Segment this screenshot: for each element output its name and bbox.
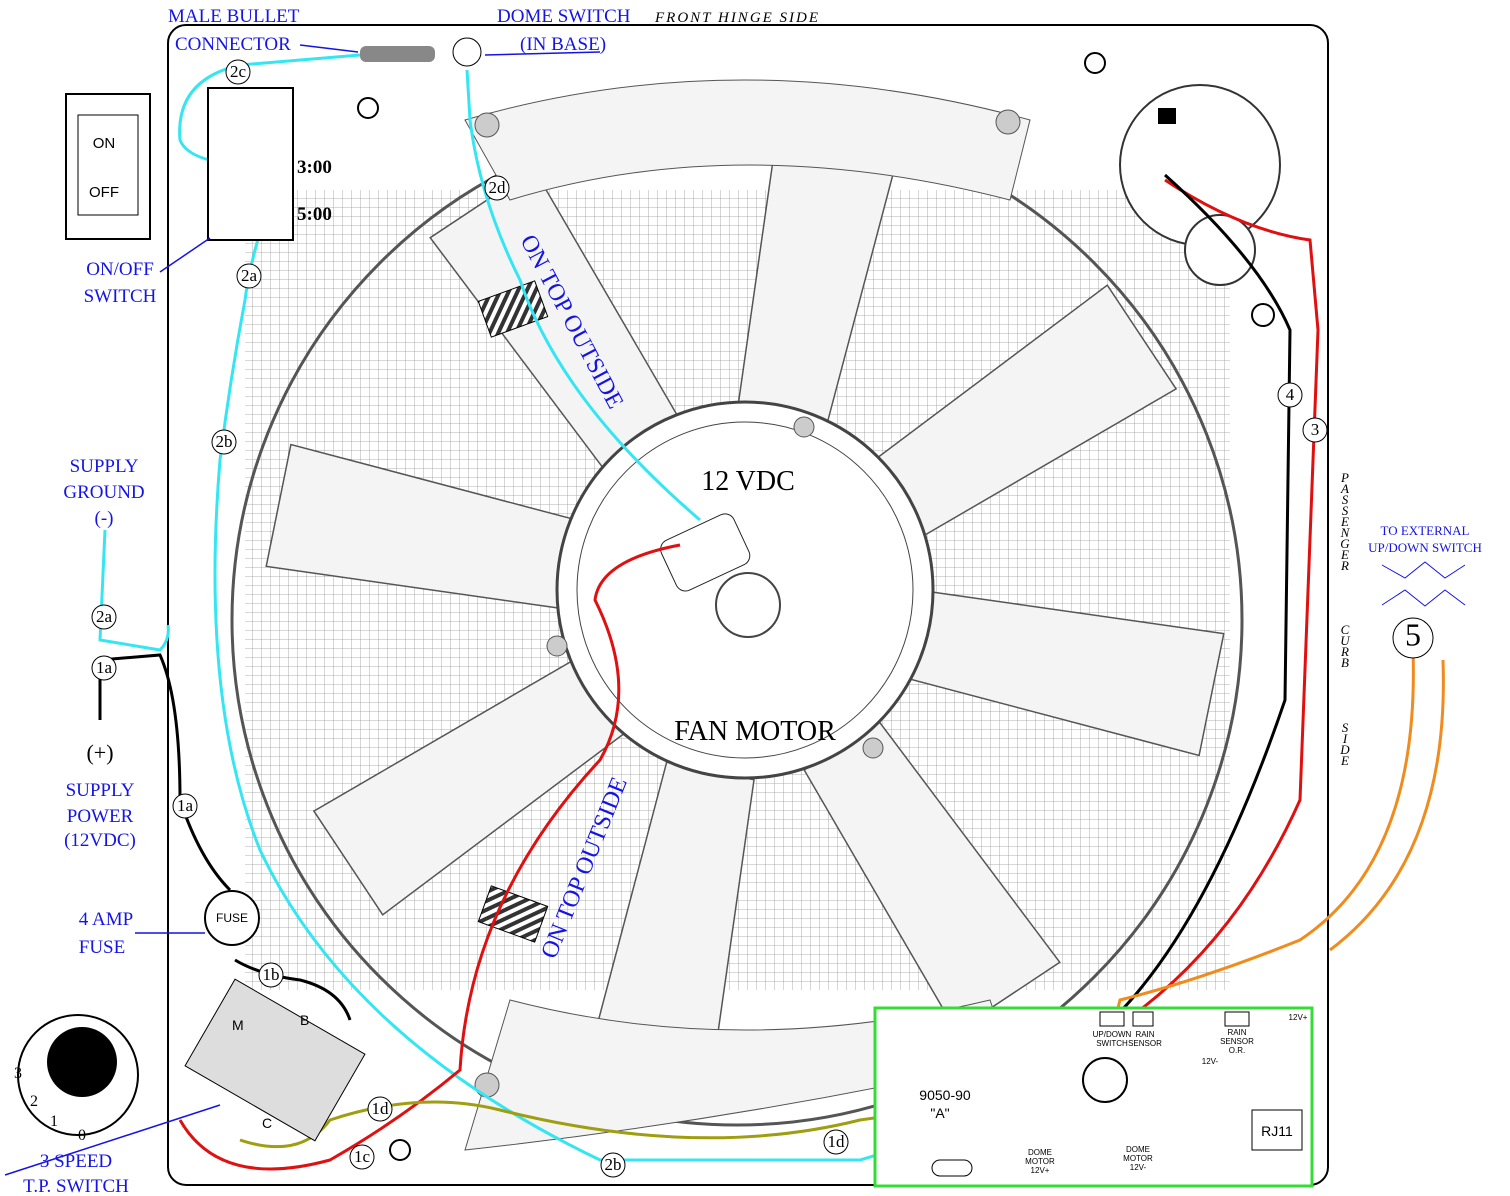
bullet-connector [360,46,435,62]
tp-letter: B [300,1012,309,1028]
wire-tag: 1d [828,1132,846,1151]
screw [863,738,883,758]
wire-tag: 1a [177,796,194,815]
board-label: RAIN [1227,1028,1246,1037]
side-label: CURB [1338,622,1353,667]
screw [475,113,499,137]
callout: POWER [67,806,134,827]
screw [547,636,567,656]
motor-name: FAN MOTOR [674,716,836,747]
callout: CONNECTOR [175,34,291,55]
board-label: DOME [1126,1145,1150,1154]
dome-switch [453,38,481,66]
callout: FUSE [79,937,125,958]
dial-mark: 2 [30,1093,38,1110]
board-label: O.R. [1229,1046,1245,1055]
motor-tab [1158,108,1176,124]
screw [475,1073,499,1097]
dial-mark: 3 [14,1065,22,1082]
board-label: SENSOR [1220,1037,1254,1046]
board-label: DOME [1028,1148,1052,1157]
callout: ON/OFF [86,259,154,280]
board-label: MOTOR [1025,1157,1055,1166]
screw [996,110,1020,134]
callout: FRONT HINGE SIDE [654,10,820,26]
board-label: RJ11 [1261,1123,1293,1139]
callout: (12VDC) [64,830,136,851]
board-label: 12V- [1130,1163,1147,1172]
external-jag [1382,562,1465,606]
dial-mark: 1 [50,1113,58,1130]
callout: SUPPLY [66,780,135,801]
board-variant: "A" [930,1105,949,1121]
wire-tag: 1d [372,1099,390,1118]
motor-shaft [716,573,780,637]
updown-header [1100,1012,1124,1026]
wiring-diagram: MALE BULLET CONNECTOR DOME SWITCH (IN BA… [0,0,1510,1196]
callout: (-) [95,508,114,529]
callout: DOME SWITCH [497,6,631,27]
knob [47,1027,117,1097]
rocker-label: OFF [89,184,119,201]
callout: TO EXTERNAL [1381,523,1470,538]
wire-tag: 2b [216,432,233,451]
switch-position: 5:00 [297,204,332,225]
board-label: RAIN [1135,1030,1154,1039]
rain-header [1133,1012,1153,1026]
board-label: 12V+ [1031,1166,1050,1175]
callout: T.P. SWITCH [23,1176,129,1196]
wire-supply-ground [100,530,168,650]
board-label: SWITCH [1096,1039,1128,1048]
side-label: SIDE [1338,720,1353,765]
callout: (IN BASE) [520,34,606,55]
motor-voltage: 12 VDC [701,466,795,497]
page: MALE BULLET CONNECTOR DOME SWITCH (IN BA… [0,0,1510,1196]
board-label: SENSOR [1128,1039,1162,1048]
wire-tag: 5 [1405,616,1421,652]
callout: 4 AMP [79,909,133,930]
wire-tag: 2b [605,1155,622,1174]
wire-tag: 2c [230,62,247,81]
callout: SUPPLY [70,456,139,477]
wire-tag: 2d [489,178,507,197]
wire-tag: 2a [241,266,258,285]
rocker-label: ON [93,135,116,152]
board-label: UP/DOWN [1093,1030,1132,1039]
fuse-cap: FUSE [216,911,248,925]
switch-body [208,88,293,240]
switch-position: 3:00 [297,157,332,178]
board-label: 12V+ [1289,1013,1308,1022]
gear [1185,215,1255,285]
wire-tag: 2a [96,607,113,626]
screw [794,417,814,437]
callout: SWITCH [84,286,157,307]
callout: (+) [86,740,113,765]
board-label: 12V- [1202,1057,1219,1066]
callout: GROUND [63,482,144,503]
dial-mark: 0 [78,1127,86,1144]
board-model: 9050-90 [919,1087,971,1103]
tp-letter: M [232,1017,244,1033]
board-label: MOTOR [1123,1154,1153,1163]
wire-tag: 1c [354,1147,371,1166]
callout: UP/DOWN SWITCH [1368,540,1482,555]
wire-tag: 4 [1286,385,1295,404]
wire-tag: 1b [263,965,280,984]
board-cap [1083,1058,1127,1102]
tp-letter: C [262,1115,272,1131]
callout: MALE BULLET [168,6,300,27]
rain-or-header [1225,1012,1249,1026]
wire-tag: 3 [1311,420,1320,439]
wire-tag: 1a [96,658,113,677]
callout: 3 SPEED [40,1151,112,1172]
side-label: PASSENGER [1338,470,1353,570]
